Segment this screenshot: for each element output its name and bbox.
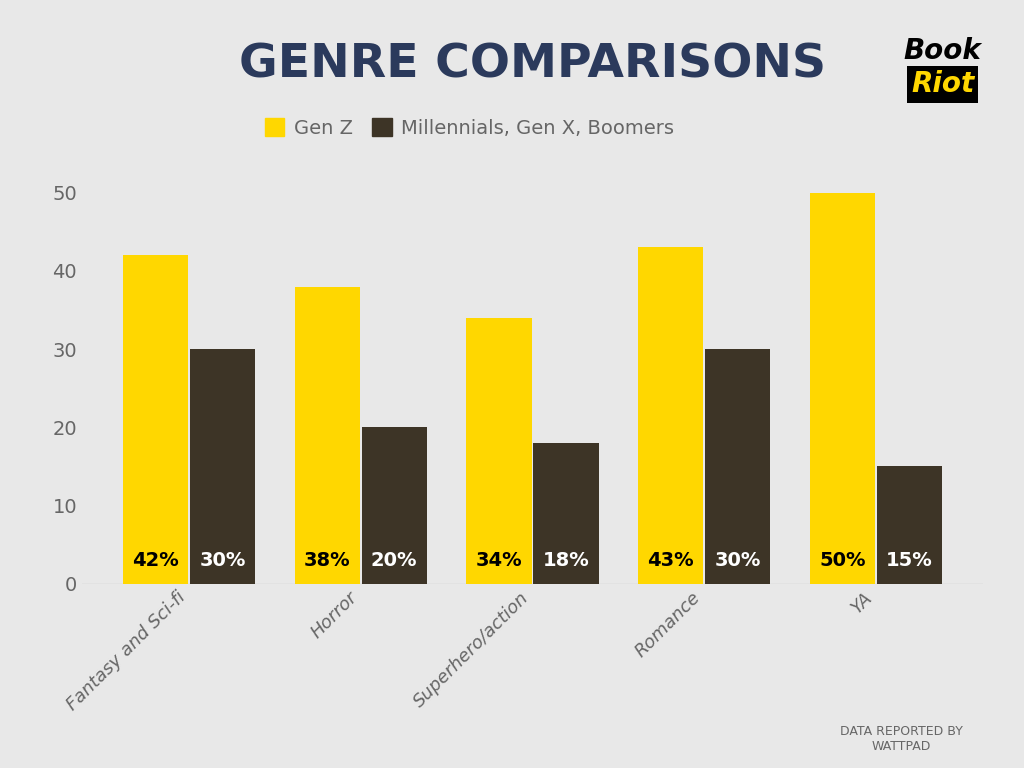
Text: 15%: 15% — [886, 551, 933, 570]
Text: 18%: 18% — [543, 551, 590, 570]
Text: 50%: 50% — [819, 551, 865, 570]
Bar — [810, 193, 876, 584]
Text: 34%: 34% — [476, 551, 522, 570]
Text: Riot: Riot — [911, 71, 974, 98]
Text: Book: Book — [903, 37, 982, 65]
Legend: Gen Z, Millennials, Gen X, Boomers: Gen Z, Millennials, Gen X, Boomers — [264, 118, 674, 137]
Bar — [877, 466, 942, 584]
Text: 43%: 43% — [647, 551, 694, 570]
Text: 30%: 30% — [715, 551, 761, 570]
Bar — [123, 255, 188, 584]
Bar — [534, 443, 599, 584]
Title: GENRE COMPARISONS: GENRE COMPARISONS — [239, 42, 826, 88]
Bar — [295, 286, 359, 584]
Bar — [361, 427, 427, 584]
Bar — [638, 247, 703, 584]
Text: DATA REPORTED BY
WATTPAD: DATA REPORTED BY WATTPAD — [840, 725, 963, 753]
Text: 20%: 20% — [371, 551, 418, 570]
Bar — [466, 318, 531, 584]
Bar — [706, 349, 770, 584]
Text: 42%: 42% — [132, 551, 179, 570]
Bar — [189, 349, 255, 584]
Text: 30%: 30% — [200, 551, 246, 570]
Text: 38%: 38% — [304, 551, 350, 570]
